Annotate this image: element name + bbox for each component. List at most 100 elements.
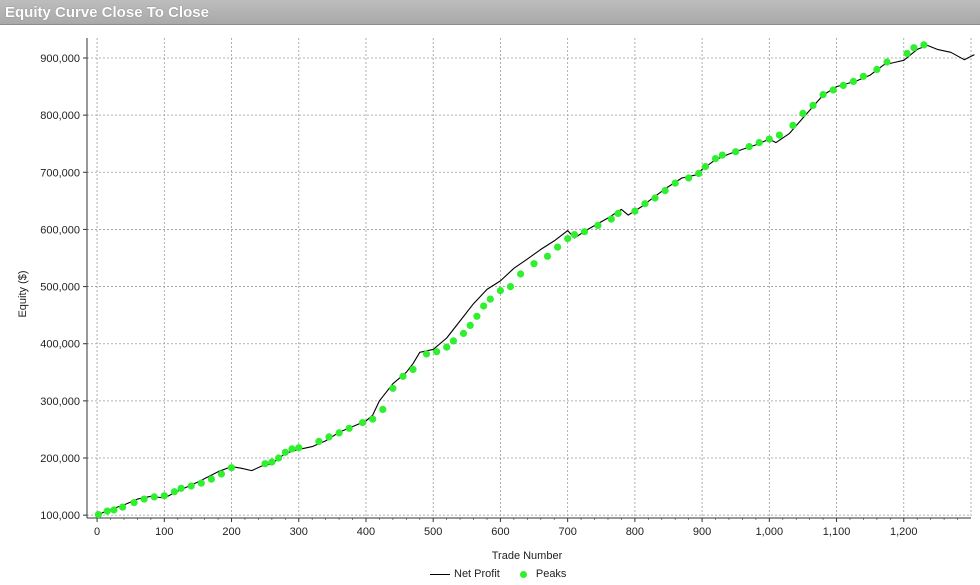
- peak-point: [359, 419, 367, 427]
- peak-point: [496, 287, 504, 295]
- axes: 0 100 200 300 400 500 600 700 800 900 1,000 1,100 1,…: [40, 38, 971, 538]
- peak-point: [315, 437, 323, 445]
- peak-point: [849, 77, 858, 85]
- equity-chart: 0 100 200 300 400 500 600 700 800 900 1,000 1,100 1,…: [17, 38, 975, 562]
- peak-point: [480, 302, 488, 310]
- peak-point: [409, 365, 417, 373]
- peak-point: [197, 479, 205, 487]
- peak-point: [110, 506, 118, 514]
- x-tick-label: 800: [626, 526, 644, 538]
- peak-point: [799, 109, 807, 117]
- peak-point: [809, 101, 817, 109]
- peak-point: [829, 86, 837, 94]
- y-tick-label: 100,000: [40, 510, 80, 522]
- y-axis-label: Equity ($): [17, 270, 29, 317]
- net-profit-line: [96, 44, 975, 516]
- peak-point: [789, 121, 797, 129]
- peak-point: [695, 169, 703, 177]
- x-tick-label: 500: [424, 526, 442, 538]
- x-axis-label: Trade Number: [492, 550, 563, 562]
- peaks-series: [94, 41, 928, 519]
- peak-point: [325, 433, 333, 441]
- peak-point: [543, 252, 552, 260]
- peak-point: [570, 231, 579, 239]
- x-tick-label: 1,200: [890, 526, 918, 538]
- peak-point: [486, 295, 494, 303]
- peak-point: [379, 405, 387, 413]
- peak-point: [594, 221, 602, 229]
- legend-net-profit-label: Net Profit: [454, 568, 500, 580]
- peak-point: [443, 343, 451, 351]
- peak-point: [755, 139, 763, 147]
- peak-point: [506, 283, 515, 291]
- peak-point: [685, 174, 693, 182]
- peak-point: [711, 155, 720, 163]
- peak-point: [217, 470, 225, 478]
- peak-point: [903, 49, 911, 57]
- window-title: Equity Curve Close To Close: [5, 4, 209, 21]
- peak-point: [641, 200, 649, 208]
- peak-point: [399, 372, 407, 380]
- legend-peaks-label: Peaks: [535, 568, 567, 580]
- peak-point: [473, 312, 481, 320]
- peak-point: [449, 337, 457, 345]
- peak-point: [140, 495, 148, 503]
- x-tick-label: 1,000: [756, 526, 784, 538]
- x-tick-label: 200: [222, 526, 240, 538]
- peak-point: [187, 482, 195, 490]
- peak-point: [261, 460, 269, 468]
- peak-point: [883, 58, 891, 66]
- peak-point: [459, 329, 468, 337]
- peak-point: [227, 464, 236, 472]
- peak-point: [268, 458, 276, 466]
- peak-point: [701, 163, 710, 171]
- y-tick-label: 500,000: [40, 282, 80, 294]
- peak-point: [433, 348, 441, 356]
- y-tick-label: 300,000: [40, 396, 80, 408]
- x-tick-label: 900: [693, 526, 711, 538]
- x-tick-label: 700: [558, 526, 576, 538]
- peak-point: [910, 44, 918, 52]
- x-tick-label: 300: [290, 526, 308, 538]
- y-tick-label: 800,000: [40, 110, 80, 122]
- peak-point: [765, 135, 773, 143]
- peak-point: [170, 488, 178, 496]
- peak-point: [839, 81, 847, 89]
- y-tick-label: 900,000: [40, 53, 80, 65]
- x-tick-label: 0: [94, 526, 100, 538]
- peak-point: [288, 445, 296, 453]
- peak-point: [732, 148, 740, 156]
- x-tick-label: 600: [491, 526, 509, 538]
- peak-point: [745, 143, 753, 151]
- peak-point: [661, 187, 669, 195]
- peak-point: [295, 444, 303, 452]
- peak-point: [631, 207, 639, 215]
- y-tick-label: 200,000: [40, 453, 80, 465]
- grid: [87, 38, 972, 518]
- x-tick-label: 400: [357, 526, 375, 538]
- y-tick-label: 700,000: [40, 167, 80, 179]
- peak-point: [530, 260, 538, 268]
- peak-point: [207, 475, 215, 483]
- peak-point: [920, 41, 928, 49]
- x-tick-label: 1,100: [823, 526, 851, 538]
- peak-point: [564, 235, 572, 243]
- net-profit-legend-swatch: [430, 573, 450, 575]
- peak-point: [873, 65, 881, 73]
- peak-point: [422, 350, 431, 358]
- peak-point: [119, 503, 127, 511]
- peak-point: [554, 243, 562, 251]
- peak-point: [819, 91, 827, 99]
- peak-point: [671, 179, 679, 187]
- peak-point: [859, 72, 868, 80]
- peak-point: [275, 454, 283, 462]
- peak-point: [130, 499, 138, 507]
- peak-point: [177, 484, 185, 492]
- peak-point: [466, 321, 474, 329]
- peak-point: [160, 492, 168, 500]
- peak-point: [651, 194, 659, 202]
- x-tick-label: 100: [155, 526, 173, 538]
- peak-point: [718, 151, 726, 159]
- y-tick-label: 400,000: [40, 339, 80, 351]
- y-tick-label: 600,000: [40, 224, 80, 236]
